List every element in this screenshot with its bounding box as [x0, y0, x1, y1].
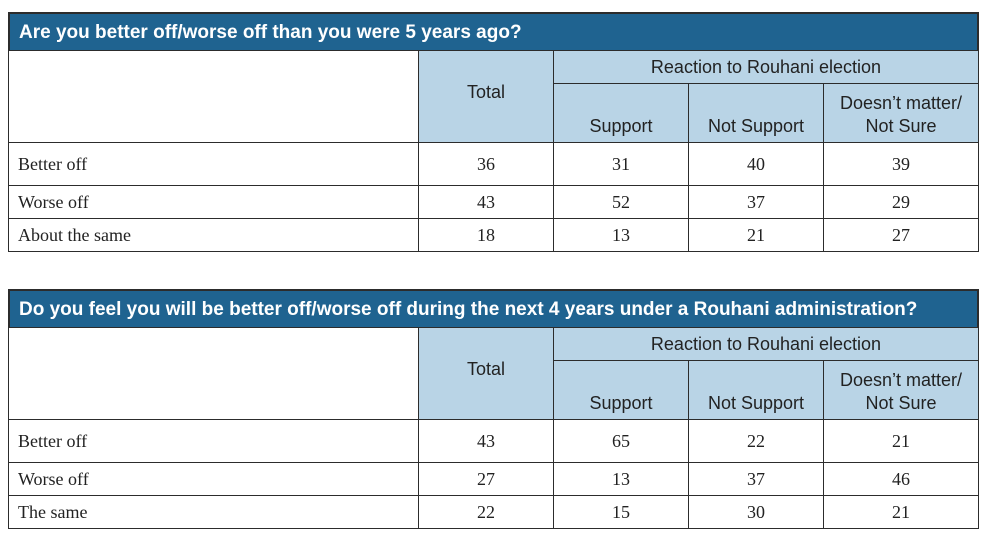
cell-not-support: 30	[688, 495, 824, 529]
cell-total: 22	[418, 495, 554, 529]
row-label: The same	[8, 495, 419, 529]
cell-support: 13	[553, 462, 689, 496]
cell-support: 15	[553, 495, 689, 529]
cell-total: 27	[418, 462, 554, 496]
header-blank-cell	[8, 50, 419, 143]
cell-not-support: 37	[688, 185, 824, 219]
cell-not-support: 22	[688, 419, 824, 463]
cell-doesnt-matter: 27	[822, 218, 980, 252]
cell-support: 65	[553, 419, 689, 463]
header-blank-cell	[8, 327, 419, 420]
row-label: Better off	[8, 419, 419, 463]
data-table: Total Reaction to Rouhani election Suppo…	[8, 50, 980, 252]
header-doesnt-matter-line1: Doesn’t matter/	[839, 370, 963, 390]
header-doesnt-matter-line2: Not Sure	[865, 116, 937, 136]
table-row: Worse off 27 13 37 46	[8, 462, 980, 496]
data-table: Total Reaction to Rouhani election Suppo…	[8, 327, 980, 529]
cell-support: 13	[553, 218, 689, 252]
header-doesnt-matter-line1: Doesn’t matter/	[839, 93, 963, 113]
header-total: Total	[418, 327, 554, 420]
table-row: Worse off 43 52 37 29	[8, 185, 980, 219]
table-title: Are you better off/worse off than you we…	[8, 12, 979, 50]
header-doesnt-matter-line2: Not Sure	[865, 393, 937, 413]
cell-not-support: 37	[688, 462, 824, 496]
row-label: Worse off	[8, 462, 419, 496]
header-doesnt-matter: Doesn’t matter/Not Sure	[822, 83, 980, 143]
header-group-reaction: Reaction to Rouhani election	[552, 327, 980, 361]
cell-total: 43	[418, 185, 554, 219]
cell-doesnt-matter: 21	[822, 419, 980, 463]
cell-doesnt-matter: 39	[822, 142, 980, 186]
cell-doesnt-matter: 29	[822, 185, 980, 219]
cell-total: 18	[418, 218, 554, 252]
survey-table-next-4-years: Do you feel you will be better off/worse…	[8, 289, 980, 529]
header-support: Support	[553, 83, 689, 143]
cell-total: 36	[418, 142, 554, 186]
survey-table-5-years-ago: Are you better off/worse off than you we…	[8, 12, 980, 252]
cell-support: 31	[553, 142, 689, 186]
cell-support: 52	[553, 185, 689, 219]
header-doesnt-matter: Doesn’t matter/Not Sure	[822, 360, 980, 420]
cell-not-support: 21	[688, 218, 824, 252]
cell-doesnt-matter: 46	[822, 462, 980, 496]
row-label: Worse off	[8, 185, 419, 219]
table-row: The same 22 15 30 21	[8, 495, 980, 529]
header-not-support: Not Support	[688, 360, 824, 420]
header-not-support: Not Support	[688, 83, 824, 143]
cell-total: 43	[418, 419, 554, 463]
header-group-reaction: Reaction to Rouhani election	[552, 50, 980, 84]
row-label: About the same	[8, 218, 419, 252]
header-support: Support	[553, 360, 689, 420]
table-row: Better off 43 65 22 21	[8, 419, 980, 463]
row-label: Better off	[8, 142, 419, 186]
table-title: Do you feel you will be better off/worse…	[8, 289, 979, 327]
cell-doesnt-matter: 21	[822, 495, 980, 529]
table-row: About the same 18 13 21 27	[8, 218, 980, 252]
cell-not-support: 40	[688, 142, 824, 186]
table-row: Better off 36 31 40 39	[8, 142, 980, 186]
header-total: Total	[418, 50, 554, 143]
